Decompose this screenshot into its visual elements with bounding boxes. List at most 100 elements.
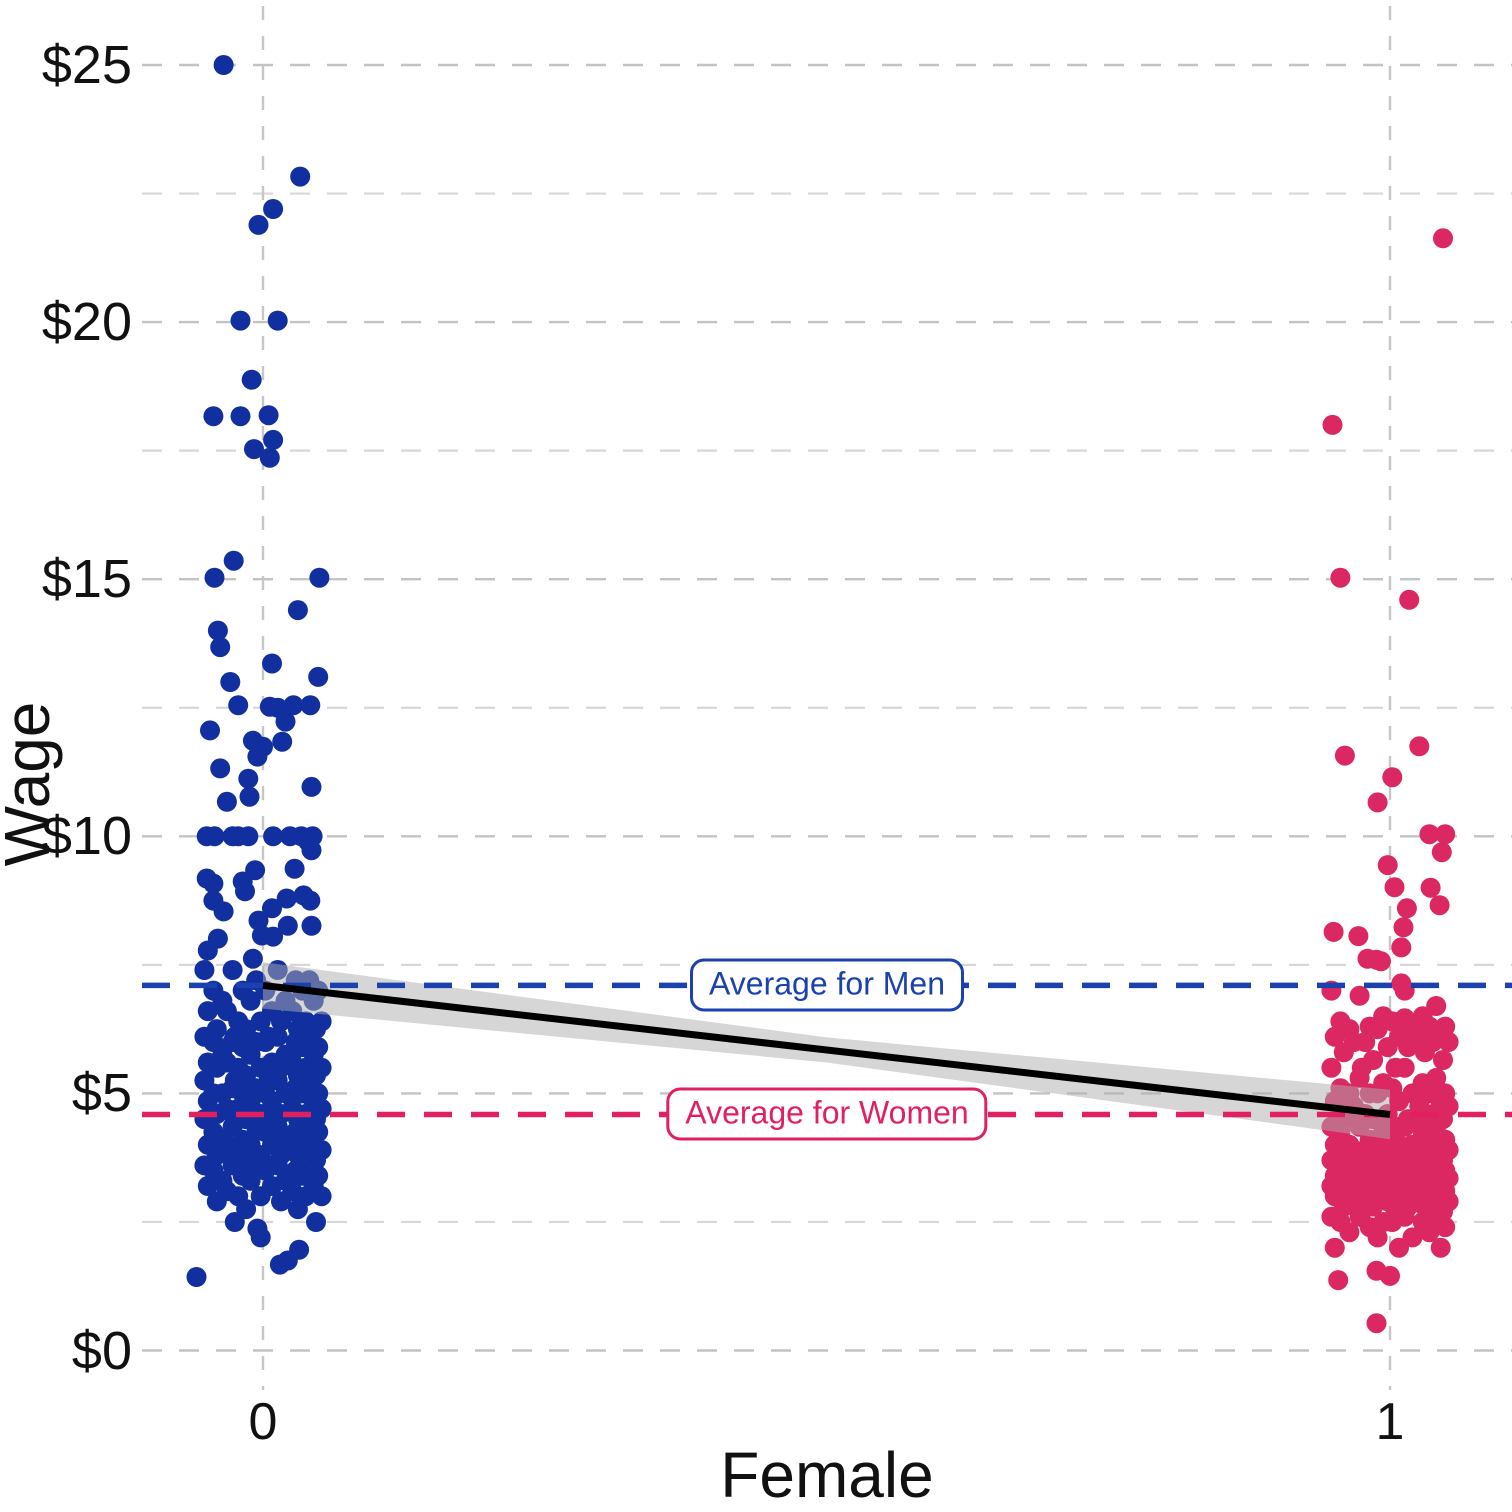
men-point <box>230 406 251 427</box>
women-point <box>1371 951 1391 972</box>
x-axis-title: Female <box>720 1439 934 1511</box>
women-point <box>1334 745 1355 766</box>
men-point <box>287 1199 308 1220</box>
men-point <box>197 1176 218 1196</box>
regression-line <box>262 981 1391 1118</box>
women-point <box>1394 1116 1415 1137</box>
men-point <box>258 405 279 426</box>
men-point <box>311 1186 332 1207</box>
men-point <box>271 1011 291 1032</box>
women-point <box>1377 855 1398 876</box>
men-point <box>244 439 264 460</box>
women-point <box>1321 1057 1342 1078</box>
women-point <box>1420 877 1441 898</box>
men-point <box>267 310 288 331</box>
women-point <box>1339 1222 1360 1243</box>
women-point <box>1380 1265 1400 1286</box>
women-point <box>1366 1313 1387 1334</box>
women-point <box>1438 1032 1459 1052</box>
men-point <box>263 429 284 450</box>
men-point <box>263 826 284 847</box>
men-point <box>259 447 280 468</box>
men-point <box>238 768 259 789</box>
men-point <box>250 1227 271 1248</box>
women-point <box>1429 895 1450 916</box>
men-point <box>230 310 251 331</box>
women-point <box>1349 985 1370 1006</box>
men-point <box>216 791 237 812</box>
women-point <box>1333 1042 1354 1063</box>
men-point <box>206 1057 227 1078</box>
men-point <box>224 1212 245 1232</box>
men-point <box>284 858 305 879</box>
men-point <box>275 711 296 732</box>
men-point <box>204 826 225 847</box>
women-point <box>1328 1270 1349 1291</box>
men-point <box>213 901 234 922</box>
men-point <box>309 567 330 588</box>
men-point <box>241 369 262 390</box>
men-point <box>276 888 297 909</box>
women-point <box>1391 937 1412 958</box>
women-point <box>1330 567 1351 588</box>
women-point <box>1409 736 1430 757</box>
men-point <box>263 926 284 947</box>
women-point <box>1382 767 1403 788</box>
women-point <box>1322 414 1343 435</box>
men-point <box>222 960 243 980</box>
men-point <box>203 406 224 427</box>
men-point <box>235 881 255 902</box>
women-point <box>1396 898 1417 919</box>
men-point <box>194 960 215 980</box>
women-point <box>1419 824 1440 845</box>
men-point <box>240 1170 261 1191</box>
men-point <box>287 1145 308 1166</box>
men-point <box>236 1199 257 1220</box>
women-point <box>1399 589 1420 610</box>
men-point <box>300 695 321 716</box>
men-point <box>262 653 282 674</box>
women-point <box>1433 1050 1453 1070</box>
men-point <box>308 666 329 687</box>
men-point <box>287 600 308 621</box>
men-point <box>206 1191 227 1212</box>
women-point <box>1414 1042 1435 1063</box>
men-point <box>204 567 225 588</box>
women-point <box>1394 980 1415 1001</box>
men-point <box>250 1186 271 1207</box>
y-tick-15: $15 <box>41 549 132 610</box>
men-point <box>300 890 321 911</box>
y-tick-25: $25 <box>41 35 132 95</box>
men-point <box>290 166 311 187</box>
men-point <box>272 731 293 752</box>
men-point <box>263 199 284 219</box>
men-point <box>301 776 322 797</box>
average-men-label: Average for Men <box>690 958 964 1012</box>
men-point <box>277 915 298 936</box>
men-point <box>239 786 260 807</box>
women-point <box>1426 996 1447 1016</box>
men-point <box>220 672 241 692</box>
average-women-label: Average for Women <box>666 1087 988 1141</box>
women-point <box>1414 1196 1435 1217</box>
women-point <box>1402 1227 1423 1248</box>
men-point <box>210 637 231 658</box>
women-point <box>1384 877 1405 898</box>
men-point <box>238 826 259 847</box>
x-tick-0: 0 <box>248 1393 278 1451</box>
men-point <box>301 840 322 861</box>
women-point <box>1367 792 1388 813</box>
men-point <box>247 746 268 767</box>
women-point <box>1367 1227 1388 1248</box>
men-point <box>255 1160 276 1181</box>
men-point <box>210 758 231 779</box>
men-point <box>269 1254 290 1275</box>
women-point <box>1389 1091 1409 1112</box>
women-point <box>1355 1032 1376 1052</box>
men-point <box>200 720 220 741</box>
men-point <box>301 915 322 936</box>
men-point <box>255 1032 276 1052</box>
women-point <box>1431 842 1452 863</box>
women-point <box>1323 921 1344 942</box>
